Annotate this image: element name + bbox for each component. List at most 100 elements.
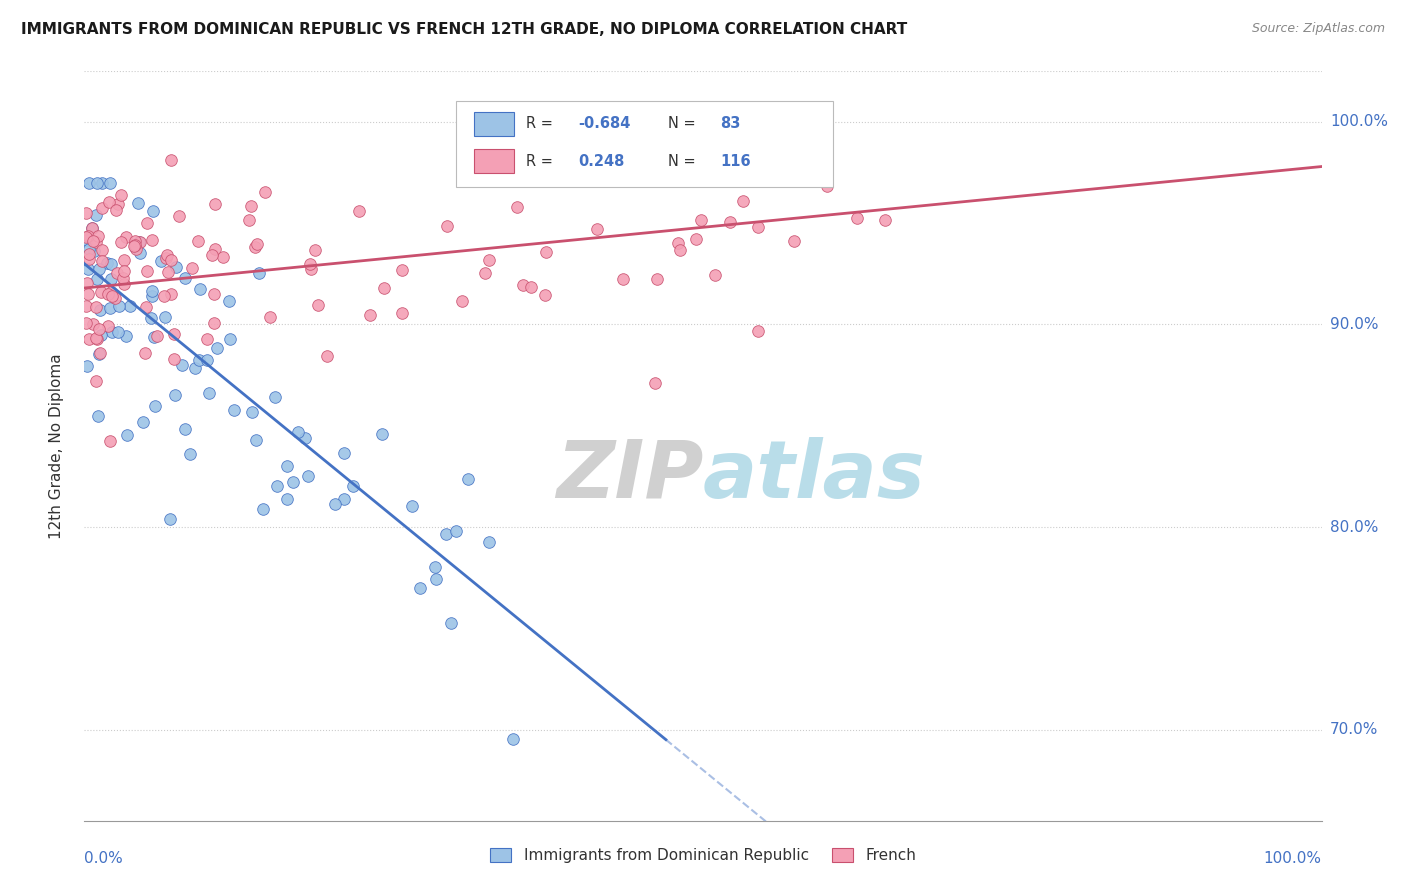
Point bbox=[89, 347, 111, 361]
Point bbox=[156, 248, 179, 262]
Point bbox=[142, 203, 165, 218]
Point bbox=[153, 289, 176, 303]
FancyBboxPatch shape bbox=[456, 102, 832, 187]
Point bbox=[111, 270, 134, 285]
Point bbox=[141, 284, 163, 298]
Point bbox=[77, 332, 100, 346]
Point bbox=[86, 272, 108, 286]
Point bbox=[238, 213, 260, 227]
Point bbox=[128, 235, 150, 250]
Point bbox=[108, 299, 131, 313]
Point bbox=[505, 200, 527, 214]
Point bbox=[202, 317, 225, 331]
Point bbox=[299, 261, 322, 276]
Point bbox=[644, 376, 666, 391]
Point bbox=[669, 243, 692, 257]
Point bbox=[219, 333, 242, 347]
Point bbox=[502, 732, 524, 747]
Point bbox=[75, 230, 97, 244]
Point bbox=[135, 300, 157, 314]
Point bbox=[222, 403, 245, 417]
Point bbox=[534, 245, 557, 260]
Point bbox=[155, 251, 177, 265]
Point bbox=[281, 475, 304, 490]
Point bbox=[316, 349, 339, 363]
Point bbox=[77, 262, 100, 277]
Point bbox=[87, 322, 110, 336]
Point bbox=[90, 201, 112, 215]
Point bbox=[201, 248, 224, 262]
Point bbox=[90, 244, 112, 258]
Point bbox=[205, 341, 228, 355]
Point bbox=[136, 264, 159, 278]
Point bbox=[845, 211, 868, 225]
Point bbox=[747, 219, 769, 234]
Point bbox=[117, 428, 139, 442]
Point bbox=[276, 459, 298, 474]
Point bbox=[307, 298, 329, 312]
Point bbox=[159, 153, 181, 167]
Point bbox=[76, 359, 98, 374]
Point bbox=[79, 246, 101, 260]
Legend: Immigrants from Dominican Republic, French: Immigrants from Dominican Republic, Fren… bbox=[484, 842, 922, 869]
Point bbox=[79, 252, 101, 267]
Point bbox=[89, 346, 111, 360]
Point bbox=[105, 203, 128, 218]
Point bbox=[457, 471, 479, 485]
Point bbox=[160, 252, 183, 267]
Point bbox=[612, 272, 634, 286]
Y-axis label: 12th Grade, No Diploma: 12th Grade, No Diploma bbox=[49, 353, 63, 539]
Point bbox=[100, 285, 122, 300]
Point bbox=[80, 221, 103, 235]
Point bbox=[98, 176, 121, 190]
Point bbox=[83, 244, 105, 258]
Point bbox=[84, 235, 107, 249]
Point bbox=[163, 387, 186, 401]
Point bbox=[666, 235, 689, 250]
Point bbox=[783, 234, 806, 248]
Point bbox=[481, 172, 503, 186]
Point bbox=[79, 176, 101, 190]
Point bbox=[82, 235, 104, 249]
Point bbox=[198, 386, 221, 401]
Point bbox=[474, 266, 496, 280]
Point bbox=[163, 326, 186, 341]
Point bbox=[212, 251, 235, 265]
Point bbox=[110, 235, 132, 249]
Point bbox=[218, 293, 240, 308]
Point bbox=[287, 425, 309, 439]
Point bbox=[132, 415, 155, 429]
Text: 0.248: 0.248 bbox=[578, 153, 624, 169]
Point bbox=[101, 289, 124, 303]
Point bbox=[294, 431, 316, 445]
Point bbox=[332, 445, 354, 459]
Point bbox=[187, 352, 209, 367]
Point bbox=[143, 399, 166, 413]
Point bbox=[100, 272, 122, 286]
Point bbox=[98, 195, 121, 210]
Text: N =: N = bbox=[668, 116, 700, 131]
Point bbox=[298, 257, 321, 271]
Point bbox=[297, 469, 319, 483]
Point bbox=[101, 325, 124, 339]
Point bbox=[436, 527, 458, 541]
Point bbox=[647, 271, 669, 285]
Point bbox=[162, 351, 184, 366]
Point bbox=[142, 330, 165, 344]
Point bbox=[77, 229, 100, 244]
Point bbox=[239, 199, 262, 213]
Point bbox=[373, 281, 395, 295]
Point bbox=[450, 293, 472, 308]
Point bbox=[139, 310, 162, 325]
Point bbox=[718, 215, 741, 229]
Point bbox=[875, 213, 897, 227]
Point bbox=[520, 280, 543, 294]
Point bbox=[391, 263, 413, 277]
Point bbox=[84, 301, 107, 315]
Point bbox=[266, 479, 288, 493]
Point bbox=[391, 305, 413, 319]
Point bbox=[112, 277, 135, 292]
Point bbox=[744, 171, 766, 186]
Point bbox=[86, 228, 108, 243]
Point bbox=[90, 327, 112, 342]
